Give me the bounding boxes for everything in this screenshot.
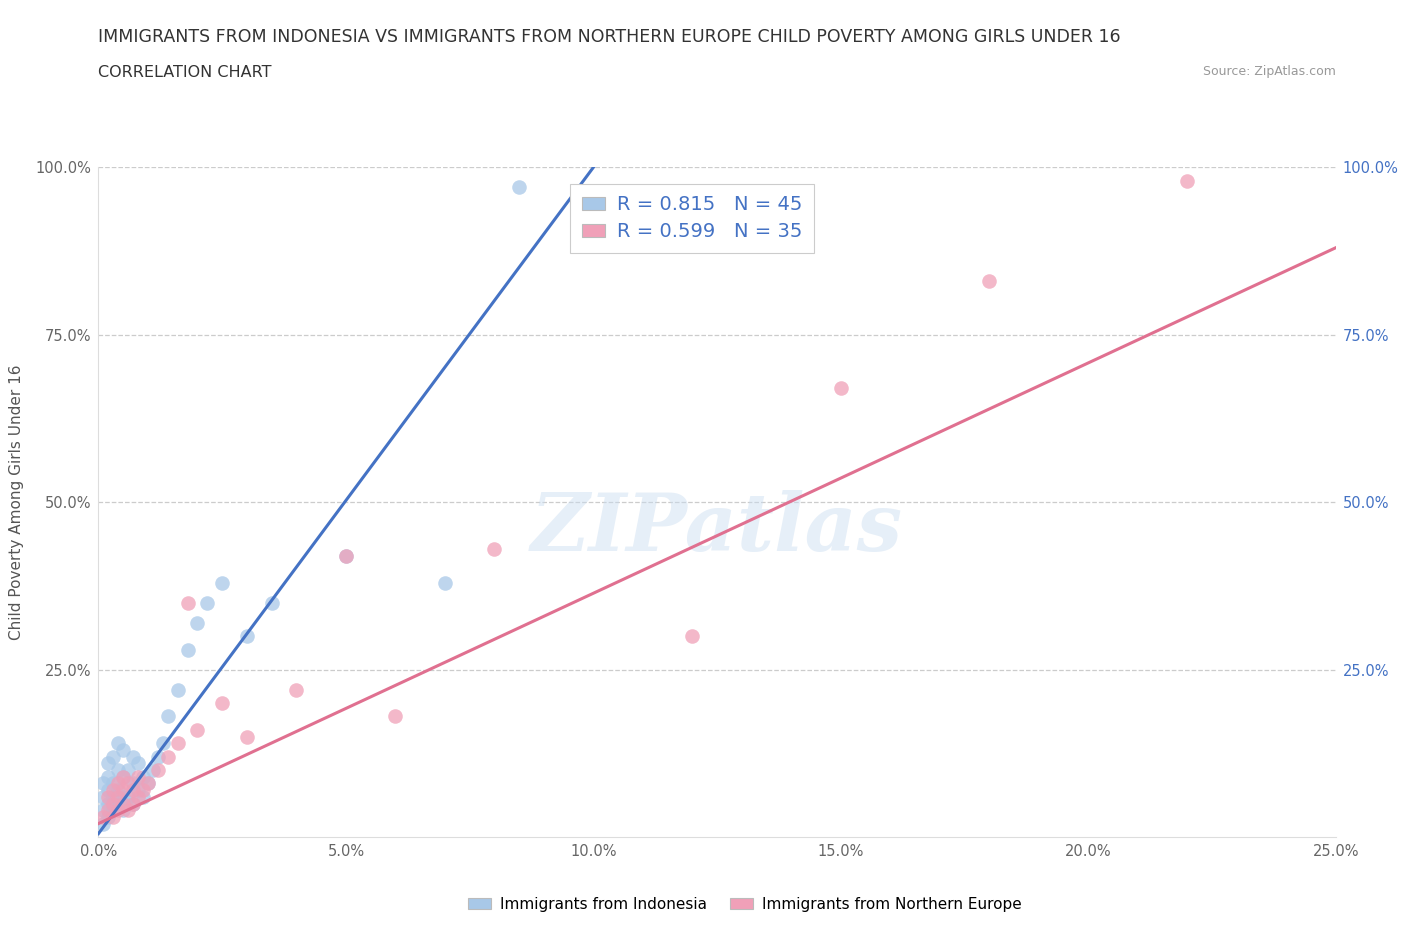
Point [107, 796, 129, 811]
Point [384, 709, 406, 724]
Point [112, 769, 135, 784]
Point [97, 756, 120, 771]
Point [236, 629, 259, 644]
Point [127, 756, 149, 771]
Point [112, 742, 135, 757]
Point [1175, 173, 1198, 188]
Point [117, 803, 139, 817]
Point [979, 273, 1001, 288]
Point [127, 769, 149, 784]
Point [176, 595, 198, 610]
Point [93, 790, 115, 804]
Point [107, 783, 129, 798]
Point [166, 736, 188, 751]
Point [830, 381, 852, 396]
Point [484, 541, 506, 556]
Point [107, 803, 129, 817]
Point [152, 736, 174, 751]
Point [211, 696, 233, 711]
Point [136, 776, 159, 790]
Point [112, 769, 135, 784]
Point [156, 709, 179, 724]
Point [122, 796, 145, 811]
Point [186, 616, 208, 631]
Point [236, 729, 259, 744]
Point [117, 763, 139, 777]
Point [122, 796, 145, 811]
Point [103, 783, 125, 798]
Point [107, 763, 129, 777]
Point [127, 790, 149, 804]
Legend: Immigrants from Indonesia, Immigrants from Northern Europe: Immigrants from Indonesia, Immigrants fr… [463, 891, 1028, 918]
Point [166, 683, 188, 698]
Point [103, 776, 125, 790]
Point [93, 803, 115, 817]
Text: Source: ZipAtlas.com: Source: ZipAtlas.com [1202, 65, 1336, 78]
Point [142, 763, 165, 777]
Point [97, 809, 120, 824]
Point [112, 796, 135, 811]
Point [103, 796, 125, 811]
Point [146, 763, 169, 777]
Point [681, 629, 703, 644]
Point [335, 549, 357, 564]
Point [97, 783, 120, 798]
Point [97, 803, 120, 817]
Point [176, 642, 198, 657]
Point [508, 180, 530, 195]
Y-axis label: Child Poverty Among Girls Under 16: Child Poverty Among Girls Under 16 [10, 365, 24, 640]
Point [433, 575, 456, 590]
Point [195, 595, 218, 610]
Point [103, 809, 125, 824]
Point [107, 776, 129, 790]
Point [132, 790, 155, 804]
Point [93, 776, 115, 790]
Point [122, 750, 145, 764]
Point [117, 776, 139, 790]
Point [112, 790, 135, 804]
Text: ZIPatlas: ZIPatlas [531, 490, 903, 567]
Text: IMMIGRANTS FROM INDONESIA VS IMMIGRANTS FROM NORTHERN EUROPE CHILD POVERTY AMONG: IMMIGRANTS FROM INDONESIA VS IMMIGRANTS … [98, 28, 1121, 46]
Point [112, 803, 135, 817]
Text: CORRELATION CHART: CORRELATION CHART [98, 65, 271, 80]
Point [211, 575, 233, 590]
Point [97, 796, 120, 811]
Legend: R = 0.815   N = 45, R = 0.599   N = 35: R = 0.815 N = 45, R = 0.599 N = 35 [571, 184, 814, 253]
Point [107, 790, 129, 804]
Point [93, 817, 115, 831]
Point [285, 683, 308, 698]
Point [146, 750, 169, 764]
Point [127, 783, 149, 798]
Point [97, 790, 120, 804]
Point [156, 750, 179, 764]
Point [122, 783, 145, 798]
Point [260, 595, 283, 610]
Point [186, 723, 208, 737]
Point [107, 736, 129, 751]
Point [335, 549, 357, 564]
Point [132, 783, 155, 798]
Point [93, 809, 115, 824]
Point [112, 783, 135, 798]
Point [103, 790, 125, 804]
Point [97, 769, 120, 784]
Point [132, 769, 155, 784]
Point [117, 790, 139, 804]
Point [103, 803, 125, 817]
Point [122, 776, 145, 790]
Point [136, 776, 159, 790]
Point [103, 750, 125, 764]
